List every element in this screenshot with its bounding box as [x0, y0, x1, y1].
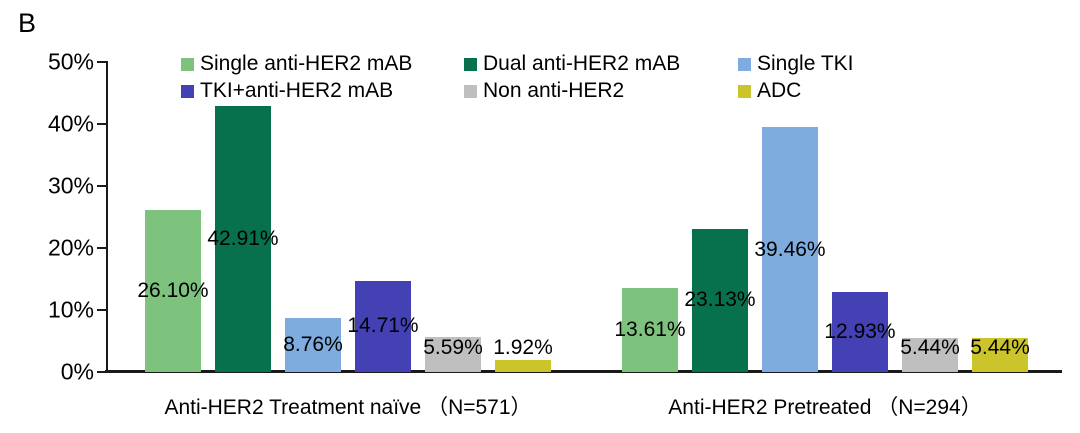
legend-item-tki-anti-her2-mab: TKI+anti-HER2 mAB — [181, 79, 393, 103]
y-tick-mark — [97, 185, 107, 187]
y-tick-label: 50% — [47, 48, 94, 75]
legend-swatch-icon — [738, 57, 751, 71]
legend-item-adc: ADC — [738, 79, 801, 103]
legend-label: ADC — [757, 79, 802, 102]
bar-single-anti-her2-mab-group1 — [145, 210, 201, 372]
bar-dual-anti-her2-mab-group2 — [692, 228, 748, 372]
bar-tki-anti-her2-mab-group1 — [355, 280, 411, 372]
y-tick-label: 10% — [47, 296, 94, 323]
legend-label: Single anti-HER2 mAB — [200, 52, 413, 75]
bar-dual-anti-her2-mab-group1 — [215, 105, 271, 372]
bar-value-label: 14.71% — [347, 314, 419, 338]
bar-value-label: 26.10% — [137, 279, 209, 303]
bar-value-label: 5.44% — [900, 336, 960, 359]
legend-label: TKI+anti-HER2 mAB — [200, 79, 394, 102]
legend-item-dual-anti-her2-mab: Dual anti-HER2 mAB — [464, 52, 680, 76]
legend-item-single-anti-her2-mab: Single anti-HER2 mAB — [181, 52, 412, 76]
bar-adc-group2 — [972, 338, 1028, 372]
legend-swatch-icon — [738, 84, 751, 98]
bar-value-label: 5.59% — [423, 336, 483, 359]
bar-value-label: 42.91% — [207, 226, 279, 250]
bar-tki-anti-her2-mab-group2 — [832, 291, 888, 372]
y-tick-mark — [97, 61, 107, 63]
bar-value-label: 23.13% — [684, 288, 756, 312]
x-axis-line — [105, 370, 1062, 373]
legend-swatch-icon — [464, 57, 477, 71]
y-axis-line — [106, 61, 108, 372]
bar-single-tki-group2 — [762, 127, 818, 372]
x-category-label-1: Anti-HER2 Treatment naïve （N=571） — [164, 396, 532, 419]
y-tick-label: 0% — [60, 358, 94, 385]
y-tick-label: 30% — [47, 172, 94, 199]
bar-value-label: 5.44% — [970, 336, 1030, 359]
legend-swatch-icon — [181, 84, 194, 98]
y-tick-mark — [97, 247, 107, 249]
legend-item-non-anti-her2: Non anti-HER2 — [464, 79, 624, 103]
legend-item-single-tki: Single TKI — [738, 52, 854, 76]
legend-label: Dual anti-HER2 mAB — [483, 52, 681, 75]
bar-single-tki-group1 — [285, 317, 341, 372]
legend-swatch-icon — [181, 57, 194, 71]
bar-value-label: 1.92% — [493, 336, 553, 359]
bar-non-anti-her2-group2 — [902, 338, 958, 372]
y-tick-label: 40% — [47, 110, 94, 137]
y-tick-mark — [97, 123, 107, 125]
bar-value-label: 12.93% — [824, 319, 896, 343]
panel-label: B — [18, 8, 37, 38]
bar-adc-group1 — [495, 360, 551, 372]
legend-label: Single TKI — [757, 52, 854, 75]
y-tick-mark — [97, 371, 107, 373]
bar-non-anti-her2-group1 — [425, 337, 481, 372]
bar-value-label: 13.61% — [614, 317, 686, 341]
bar-single-anti-her2-mab-group2 — [622, 287, 678, 372]
y-tick-label: 20% — [47, 234, 94, 261]
x-category-label-2: Anti-HER2 Pretreated （N=294） — [668, 396, 982, 419]
bar-value-label: 39.46% — [754, 237, 826, 261]
legend-swatch-icon — [464, 84, 477, 98]
y-tick-mark — [97, 309, 107, 311]
bar-value-label: 8.76% — [283, 332, 343, 356]
legend-label: Non anti-HER2 — [483, 79, 625, 102]
